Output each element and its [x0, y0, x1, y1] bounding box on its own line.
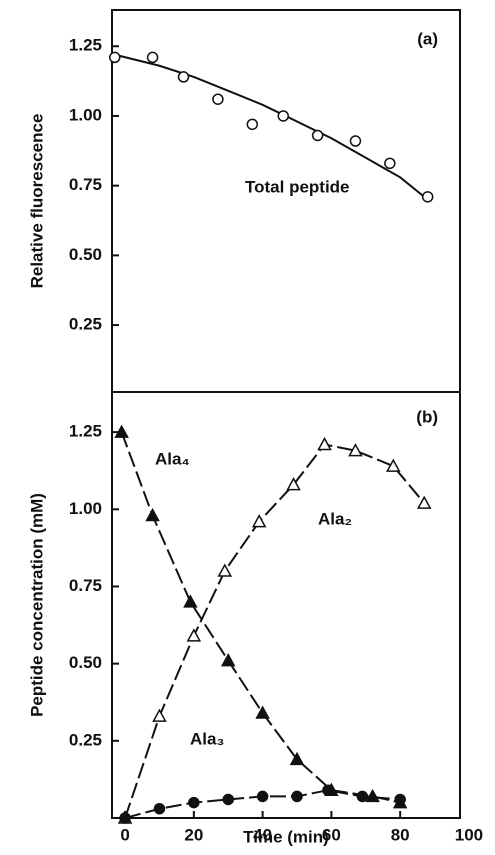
y-tick-label: 1.25: [69, 36, 102, 55]
marker: [394, 793, 406, 806]
marker: [356, 790, 369, 803]
marker: [255, 705, 270, 719]
y-tick-label: 0.75: [69, 175, 102, 194]
marker: [153, 802, 166, 815]
series-name: Ala₂: [318, 509, 352, 528]
y-axis-label: Relative fluorescence: [27, 114, 46, 289]
series-name: Ala₃: [190, 729, 224, 748]
marker: [114, 424, 129, 438]
y-tick-label: 0.25: [69, 315, 102, 334]
x-tick-label: 100: [455, 825, 483, 844]
marker: [291, 790, 303, 803]
y-axis-label: Peptide concentration (mM): [27, 493, 46, 717]
marker: [289, 751, 305, 766]
marker: [220, 652, 236, 667]
marker: [348, 443, 363, 457]
marker: [183, 594, 198, 608]
marker: [109, 51, 121, 64]
x-tick-label: 40: [253, 825, 272, 844]
series-line: [120, 431, 401, 804]
marker: [416, 495, 432, 509]
marker: [349, 135, 362, 147]
series-name: Ala₄: [155, 449, 190, 468]
y-tick-label: 1.00: [69, 105, 102, 124]
marker: [286, 477, 301, 491]
marker: [384, 157, 396, 170]
marker: [311, 129, 324, 142]
marker: [146, 51, 159, 64]
marker: [246, 118, 259, 131]
series-name: Total peptide: [245, 177, 350, 196]
x-tick-label: 60: [322, 825, 341, 844]
marker: [152, 708, 167, 722]
marker: [365, 788, 380, 803]
marker: [222, 793, 234, 806]
y-tick-label: 1.00: [69, 499, 102, 518]
marker: [217, 563, 233, 577]
panel-label: (a): [417, 29, 438, 48]
marker: [421, 191, 434, 203]
marker: [277, 110, 289, 122]
y-tick-label: 1.25: [69, 422, 102, 441]
marker: [251, 514, 267, 528]
x-tick-label: 80: [391, 825, 410, 844]
marker: [177, 71, 190, 83]
x-tick-label: 20: [184, 825, 203, 844]
y-tick-label: 0.75: [69, 576, 102, 595]
marker: [119, 812, 131, 824]
panel-label: (b): [416, 407, 438, 426]
marker: [145, 507, 160, 522]
frame: [111, 9, 461, 819]
x-axis-label: Time (min): [243, 827, 329, 846]
marker: [188, 796, 200, 809]
x-tick-label: 0: [120, 825, 129, 844]
series-line: [124, 443, 426, 819]
y-tick-label: 0.50: [69, 653, 102, 672]
y-tick-label: 0.25: [69, 730, 102, 749]
marker: [317, 436, 332, 451]
y-tick-label: 0.50: [69, 245, 102, 264]
marker: [256, 790, 269, 803]
marker: [386, 458, 401, 472]
marker: [212, 93, 224, 105]
marker: [186, 628, 202, 642]
marker: [322, 784, 334, 796]
